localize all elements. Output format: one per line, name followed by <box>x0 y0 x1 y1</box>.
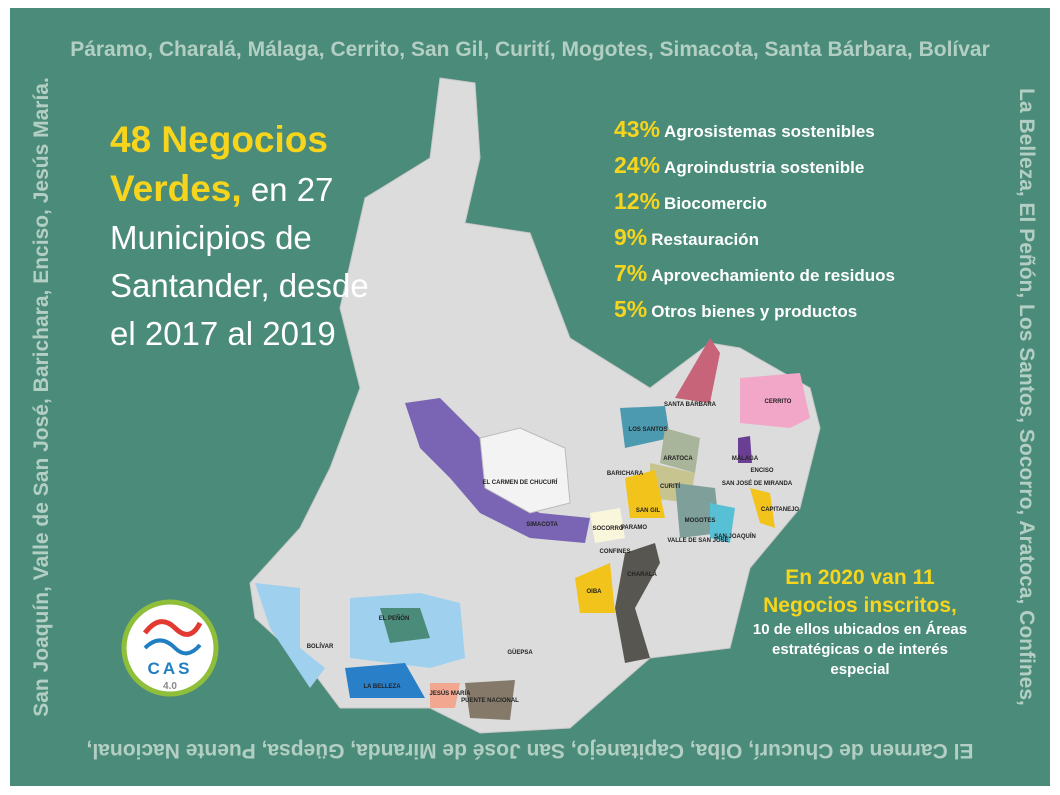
map-label: JESÚS MARÍA <box>429 689 471 697</box>
map-label: CAPITANEJO <box>761 507 800 513</box>
map-label: BOLÍVAR <box>307 642 334 650</box>
map-label: ARATOCA <box>663 456 693 462</box>
note-highlight: En 2020 van 11 Negocios inscritos, <box>763 566 957 617</box>
map-label: CURITÍ <box>660 482 680 490</box>
logo-mark <box>143 619 203 637</box>
map-label: SAN GIL <box>636 508 661 514</box>
category-item: 24% Agroindustria sostenible <box>614 152 895 188</box>
border-text-right: La Belleza, El Peñón, Los Santos, Socorr… <box>1015 88 1038 706</box>
category-item: 12% Biocomercio <box>614 188 895 224</box>
map-label: LA BELLEZA <box>363 684 401 690</box>
map-label: MOGOTES <box>685 518 716 524</box>
category-percent: 5% <box>614 296 648 322</box>
la-belleza <box>345 663 425 698</box>
headline: 48 Negocios Verdes, en 27 Municipios de … <box>110 116 390 358</box>
category-label: Agroindustria sostenible <box>664 158 865 177</box>
map-label: SOCORRO <box>592 526 623 532</box>
map-label: SAN JOAQUÍN <box>714 532 756 540</box>
note: En 2020 van 11 Negocios inscritos, 10 de … <box>745 564 975 680</box>
map-label: ENCISO <box>750 468 773 474</box>
category-label: Otros bienes y productos <box>651 302 858 321</box>
cerrito <box>740 373 810 428</box>
map-label: PUENTE NACIONAL <box>461 698 519 704</box>
simacota <box>405 398 590 543</box>
map-label: EL CARMEN DE CHUCURÍ <box>483 478 558 486</box>
category-label: Biocomercio <box>664 194 768 213</box>
category-label: Restauración <box>651 230 759 249</box>
map-labels: SANTA BÁRBARA CERRITO LOS SANTOS MÁLAGA ENCI… <box>307 399 800 704</box>
capitanejo <box>750 488 775 528</box>
note-text: 10 de ellos ubicados en Áreas estratégic… <box>752 621 968 678</box>
logo-circle <box>121 599 219 697</box>
map-label: CERRITO <box>765 399 792 405</box>
map-label: VALLE DE SAN JOSÉ <box>667 536 728 544</box>
headline-text: en 27 Municipios de Santander, desde el … <box>110 171 369 352</box>
san-gil <box>625 470 665 518</box>
puente-nacional <box>465 680 515 720</box>
san-joaquin <box>710 503 735 543</box>
map-label: BARICHARA <box>607 471 644 477</box>
santa-barbara <box>675 338 720 403</box>
category-item: 7% Aprovechamiento de residuos <box>614 260 895 296</box>
map-label: SAN JOSÉ DE MIRANDA <box>722 479 793 487</box>
border-text-top: Páramo, Charalá, Málaga, Cerrito, San Gi… <box>70 38 990 61</box>
border-text-left: San Joaquín, Valle de San José, Barichar… <box>30 77 53 717</box>
logo: CAS 4.0 <box>121 599 219 697</box>
category-item: 43% Agrosistemas sostenibles <box>614 116 895 152</box>
charala <box>615 543 660 663</box>
category-item: 5% Otros bienes y productos <box>614 296 895 332</box>
category-percent: 24% <box>614 152 661 178</box>
category-percent: 9% <box>614 224 648 250</box>
category-label: Agrosistemas sostenibles <box>664 122 875 141</box>
el-penon <box>380 608 430 643</box>
map-label: OIBA <box>587 589 603 595</box>
category-percent: 7% <box>614 260 648 286</box>
map-label: CONFINES <box>599 549 630 555</box>
oiba <box>575 563 615 613</box>
map-label: CHARALÁ <box>627 571 657 578</box>
socorro <box>590 508 625 543</box>
category-list: 43% Agrosistemas sostenibles 24% Agroindust… <box>614 116 895 332</box>
map-label: MÁLAGA <box>732 455 759 462</box>
carmen <box>479 427 571 514</box>
category-percent: 43% <box>614 116 661 142</box>
bolivar <box>255 583 325 688</box>
category-label: Aprovechamiento de residuos <box>651 266 895 285</box>
map-label: SIMACOTA <box>526 522 558 528</box>
infographic: SANTA BÁRBARA CERRITO LOS SANTOS MÁLAGA ENCI… <box>10 8 1050 786</box>
border-text-bottom: El Carmen de Chucurí, Oiba, Capitanejo, … <box>86 739 974 762</box>
malaga <box>738 436 752 463</box>
logo-mark <box>143 638 202 656</box>
map-label: GÜEPSA <box>507 649 533 656</box>
map-label: SANTA BÁRBARA <box>664 401 717 408</box>
category-percent: 12% <box>614 188 661 214</box>
map-label: LOS SANTOS <box>629 427 668 433</box>
mogotes <box>675 483 720 538</box>
map-label: PARAMO <box>621 525 648 531</box>
logo-name: CAS <box>148 659 193 678</box>
aratoca <box>660 428 700 473</box>
category-item: 9% Restauración <box>614 224 895 260</box>
map: SANTA BÁRBARA CERRITO LOS SANTOS MÁLAGA ENCI… <box>121 77 821 734</box>
headline-highlight: 48 Negocios Verdes, <box>110 119 328 209</box>
map-label: EL PEÑÓN <box>379 614 410 622</box>
los-santos <box>620 406 670 448</box>
logo-version: 4.0 <box>163 681 177 692</box>
jesus-maria <box>430 683 460 708</box>
